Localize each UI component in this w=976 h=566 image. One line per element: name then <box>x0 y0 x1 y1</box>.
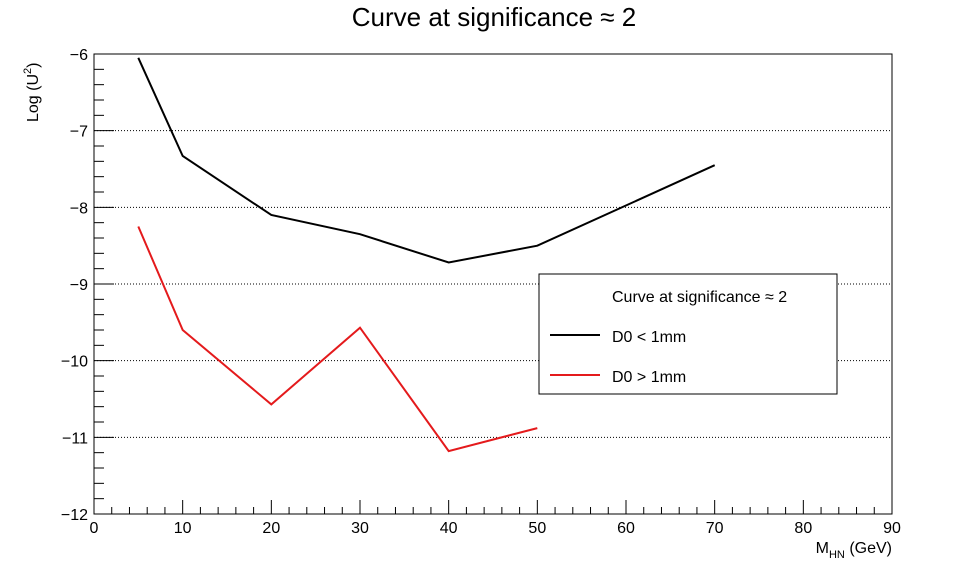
y-tick-label: −10 <box>61 354 88 371</box>
axis-ticks <box>93 53 893 515</box>
plot-frame <box>93 53 893 515</box>
y-tick-label: −7 <box>70 124 88 141</box>
y-axis-label: Log (U2) <box>22 63 42 122</box>
x-tick-labels: 0 10 20 30 40 50 60 70 80 90 <box>90 520 901 537</box>
x-tick-label: 20 <box>262 520 280 537</box>
x-axis-label-rest: (GeV) <box>845 540 892 557</box>
grid <box>94 130 892 438</box>
x-tick-label: 80 <box>794 520 812 537</box>
y-tick-label: −12 <box>61 507 88 524</box>
y-tick-labels: −12 −11 −10 −9 −8 −7 −6 <box>61 47 88 524</box>
x-tick-label: 40 <box>440 520 458 537</box>
y-axis-label-rest: ) <box>25 63 42 68</box>
x-tick-label: 60 <box>617 520 635 537</box>
y-tick-label: −11 <box>62 430 88 447</box>
x-axis-label-main: M <box>816 540 829 557</box>
x-tick-label: 90 <box>883 520 901 537</box>
x-tick-label: 0 <box>90 520 99 537</box>
y-axis-label-main: Log (U <box>25 74 42 122</box>
series-line-d0-lt-1mm <box>137 57 716 264</box>
x-tick-label: 70 <box>706 520 724 537</box>
x-tick-label: 50 <box>528 520 546 537</box>
legend-label-d0-lt-1mm: D0 < 1mm <box>612 329 686 346</box>
y-axis-label-sup: 2 <box>22 68 34 74</box>
x-tick-label: 30 <box>351 520 369 537</box>
series-lines <box>137 57 716 453</box>
legend: Curve at significance ≈ 2 D0 < 1mm D0 > … <box>538 273 838 395</box>
series-line-d0-gt-1mm <box>137 226 538 453</box>
legend-label-d0-gt-1mm: D0 > 1mm <box>612 369 686 386</box>
x-axis-label: MHN (GeV) <box>816 540 892 561</box>
y-tick-label: −9 <box>70 277 88 294</box>
legend-title: Curve at significance ≈ 2 <box>612 289 787 306</box>
x-tick-label: 10 <box>174 520 192 537</box>
y-tick-label: −6 <box>70 47 88 64</box>
x-axis-label-sub: HN <box>829 549 845 561</box>
chart-title: Curve at significance ≈ 2 <box>352 2 637 32</box>
y-tick-label: −8 <box>70 200 88 217</box>
